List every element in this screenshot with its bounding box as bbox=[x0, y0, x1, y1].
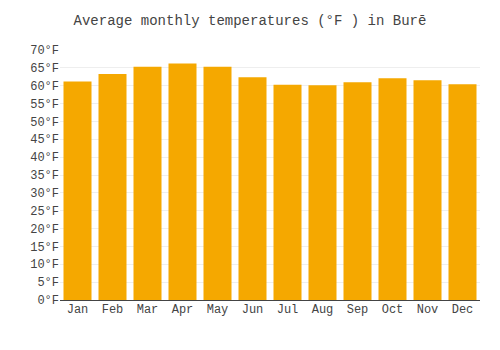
svg-text:35°F: 35°F bbox=[30, 169, 59, 183]
svg-text:Nov: Nov bbox=[417, 303, 439, 317]
svg-text:25°F: 25°F bbox=[30, 205, 59, 219]
svg-text:0°F: 0°F bbox=[37, 294, 59, 308]
svg-text:Aug: Aug bbox=[312, 303, 334, 317]
svg-text:Jul: Jul bbox=[277, 303, 299, 317]
svg-text:Mar: Mar bbox=[137, 303, 159, 317]
svg-text:Feb: Feb bbox=[102, 303, 124, 317]
svg-text:60°F: 60°F bbox=[30, 80, 59, 94]
svg-text:50°F: 50°F bbox=[30, 116, 59, 130]
svg-text:May: May bbox=[207, 303, 229, 317]
svg-text:65°F: 65°F bbox=[30, 62, 59, 76]
svg-text:Apr: Apr bbox=[172, 303, 194, 317]
svg-text:10°F: 10°F bbox=[30, 258, 59, 272]
svg-text:Sep: Sep bbox=[347, 303, 369, 317]
svg-text:Jun: Jun bbox=[242, 303, 264, 317]
svg-text:5°F: 5°F bbox=[37, 276, 59, 290]
svg-text:40°F: 40°F bbox=[30, 151, 59, 165]
svg-text:Dec: Dec bbox=[452, 303, 474, 317]
svg-text:20°F: 20°F bbox=[30, 223, 59, 237]
svg-text:15°F: 15°F bbox=[30, 241, 59, 255]
svg-text:Oct: Oct bbox=[382, 303, 404, 317]
svg-text:Jan: Jan bbox=[67, 303, 89, 317]
svg-text:30°F: 30°F bbox=[30, 187, 59, 201]
svg-text:70°F: 70°F bbox=[30, 44, 59, 58]
svg-text:55°F: 55°F bbox=[30, 98, 59, 112]
svg-text:Average monthly temperatures (: Average monthly temperatures (°F ) in Bu… bbox=[74, 13, 427, 29]
svg-text:45°F: 45°F bbox=[30, 133, 59, 147]
